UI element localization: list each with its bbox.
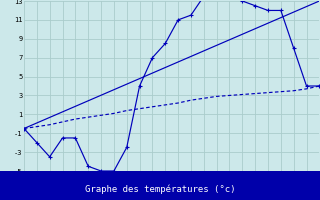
Text: Graphe des températures (°c): Graphe des températures (°c) bbox=[85, 184, 235, 194]
